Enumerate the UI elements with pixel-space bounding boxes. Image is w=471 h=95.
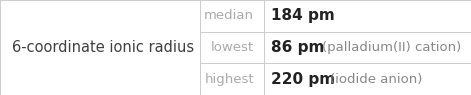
Text: 184 pm: 184 pm <box>271 8 334 23</box>
Text: (palladium(II) cation): (palladium(II) cation) <box>322 41 462 54</box>
Text: highest: highest <box>204 73 254 86</box>
Text: lowest: lowest <box>211 41 254 54</box>
Text: (iodide anion): (iodide anion) <box>330 73 422 86</box>
Text: 86 pm: 86 pm <box>271 40 324 55</box>
Text: 220 pm: 220 pm <box>271 72 335 87</box>
Text: 6-coordinate ionic radius: 6-coordinate ionic radius <box>12 40 194 55</box>
Text: median: median <box>204 9 254 22</box>
